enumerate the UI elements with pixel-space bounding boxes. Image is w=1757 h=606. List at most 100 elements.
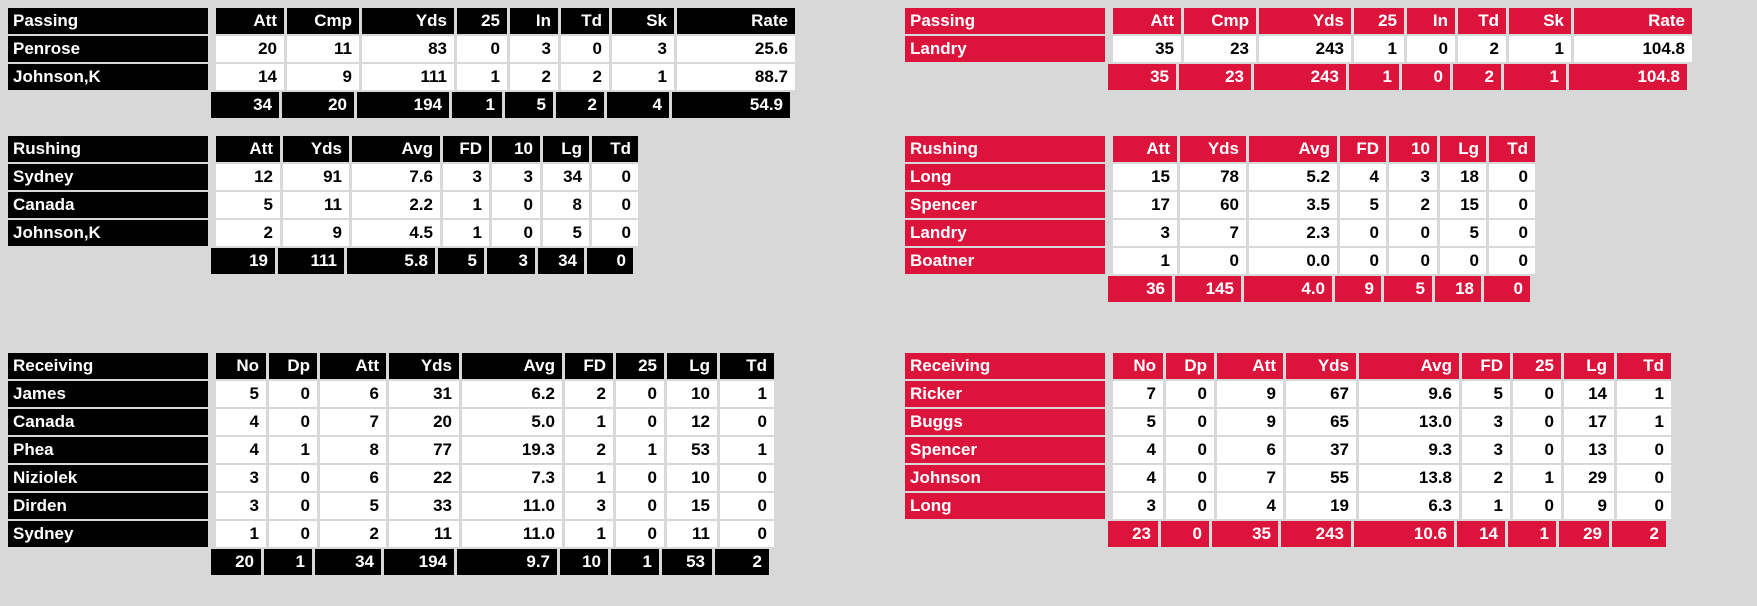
total-cell: 29: [1559, 521, 1609, 547]
stat-cell: 37: [1286, 437, 1356, 463]
stat-cell: 1: [216, 521, 266, 547]
totals-row: 35 23 243 1 0 2 1 104.8: [905, 64, 1695, 90]
total-cell: 34: [538, 248, 584, 274]
total-cell: 23: [1108, 521, 1158, 547]
total-cell: 1: [452, 92, 502, 118]
column-header-cell: Avg: [1359, 353, 1459, 379]
stat-cell: 4: [216, 437, 266, 463]
stat-cell: 4.5: [352, 220, 440, 246]
stat-cell: 2: [1458, 36, 1506, 62]
player-row: Spencer 4 0 6 37 9.3 3 0 13 0: [905, 437, 1674, 463]
total-cell: 104.8: [1569, 64, 1687, 90]
header-row: Passing Att Cmp Yds 25 In Td Sk Rate: [905, 8, 1695, 34]
totals-row: 20 1 34 194 9.7 10 1 53 2: [8, 549, 777, 575]
stat-cell: 2.2: [352, 192, 440, 218]
stat-cell: 35: [1113, 36, 1181, 62]
stat-cell: 0: [1617, 465, 1671, 491]
player-row: Canada 5 11 2.2 1 0 8 0: [8, 192, 641, 218]
player-row: Spencer 17 60 3.5 5 2 15 0: [905, 192, 1538, 218]
visitor-rushing-table: Rushing Att Yds Avg FD 10 Lg Td Long 15 78 5.2 4 3 18 0…: [905, 136, 1538, 304]
stat-cell: 0: [1513, 493, 1561, 519]
stat-cell: 0: [1513, 409, 1561, 435]
column-header-cell: 25: [1513, 353, 1561, 379]
table-title-cell: Passing: [8, 8, 208, 34]
stat-cell: 13: [1564, 437, 1614, 463]
stat-cell: 5: [1113, 409, 1163, 435]
stat-cell: 2: [565, 437, 613, 463]
stat-cell: 15: [1440, 192, 1486, 218]
column-header-cell: Rate: [677, 8, 795, 34]
stat-cell: 0: [616, 381, 664, 407]
stat-cell: 6: [320, 381, 386, 407]
total-cell: 35: [1108, 64, 1176, 90]
totals-row-spacer: [905, 64, 1105, 90]
stat-cell: 0: [1180, 248, 1246, 274]
totals-row: 23 0 35 243 10.6 14 1 29 2: [905, 521, 1674, 547]
stat-cell: 1: [720, 381, 774, 407]
header-row: Rushing Att Yds Avg FD 10 Lg Td: [8, 136, 641, 162]
stat-cell: 34: [543, 164, 589, 190]
header-row: Rushing Att Yds Avg FD 10 Lg Td: [905, 136, 1538, 162]
stat-cell: 0: [1489, 248, 1535, 274]
column-header-cell: FD: [1462, 353, 1510, 379]
stat-cell: 11.0: [462, 493, 562, 519]
stat-cell: 3: [612, 36, 674, 62]
stat-cell: 11: [287, 36, 359, 62]
column-header-cell: Dp: [1166, 353, 1214, 379]
total-cell: 1: [1504, 64, 1566, 90]
stat-cell: 65: [1286, 409, 1356, 435]
total-cell: 0: [1484, 276, 1530, 302]
player-name-cell: Long: [905, 493, 1105, 519]
column-header-cell: Td: [1489, 136, 1535, 162]
player-name-cell: Buggs: [905, 409, 1105, 435]
totals-row: 36 145 4.0 9 5 18 0: [905, 276, 1538, 302]
column-header-cell: Sk: [1509, 8, 1571, 34]
player-row: Johnson,K 2 9 4.5 1 0 5 0: [8, 220, 641, 246]
total-cell: 3: [487, 248, 535, 274]
total-cell: 34: [315, 549, 381, 575]
stat-cell: 11: [389, 521, 459, 547]
total-cell: 145: [1175, 276, 1241, 302]
stat-cell: 7: [320, 409, 386, 435]
stat-cell: 0: [457, 36, 507, 62]
total-cell: 9: [1335, 276, 1381, 302]
total-cell: 1: [1508, 521, 1556, 547]
player-name-cell: Dirden: [8, 493, 208, 519]
stat-cell: 0: [1166, 465, 1214, 491]
stat-cell: 0: [1489, 192, 1535, 218]
stat-cell: 2: [1462, 465, 1510, 491]
total-cell: 0: [1161, 521, 1209, 547]
stat-cell: 0: [1489, 220, 1535, 246]
stat-cell: 12: [216, 164, 280, 190]
stat-cell: 3: [1389, 164, 1437, 190]
totals-row-spacer: [8, 248, 208, 274]
column-header-cell: FD: [565, 353, 613, 379]
total-cell: 5: [1384, 276, 1432, 302]
stat-cell: 6: [320, 465, 386, 491]
stat-cell: 83: [362, 36, 454, 62]
player-name-cell: Landry: [905, 36, 1105, 62]
column-header-cell: Cmp: [287, 8, 359, 34]
stat-cell: 1: [1462, 493, 1510, 519]
stat-cell: 14: [216, 64, 284, 90]
stat-cell: 0: [1513, 437, 1561, 463]
visitor-passing-table: Passing Att Cmp Yds 25 In Td Sk Rate Landry 35 23 24…: [905, 8, 1695, 92]
stat-cell: 53: [667, 437, 717, 463]
column-header-cell: 25: [457, 8, 507, 34]
column-header-cell: Att: [320, 353, 386, 379]
stat-cell: 0: [1340, 248, 1386, 274]
stat-cell: 55: [1286, 465, 1356, 491]
stat-cell: 33: [389, 493, 459, 519]
home-passing-table: Passing Att Cmp Yds 25 In Td Sk Rate Penrose 20 11 8…: [8, 8, 798, 120]
column-header-cell: Att: [1113, 136, 1177, 162]
visitor-receiving-table: Receiving No Dp Att Yds Avg FD 25 Lg Td Ricker 7 0 9 6…: [905, 353, 1674, 549]
total-cell: 5: [505, 92, 553, 118]
stat-cell: 0: [720, 465, 774, 491]
stat-cell: 0: [720, 493, 774, 519]
stat-cell: 0: [269, 465, 317, 491]
player-name-cell: Sydney: [8, 164, 208, 190]
total-cell: 10.6: [1354, 521, 1454, 547]
stat-cell: 3: [443, 164, 489, 190]
total-cell: 54.9: [672, 92, 790, 118]
stat-cell: 9: [1217, 381, 1283, 407]
